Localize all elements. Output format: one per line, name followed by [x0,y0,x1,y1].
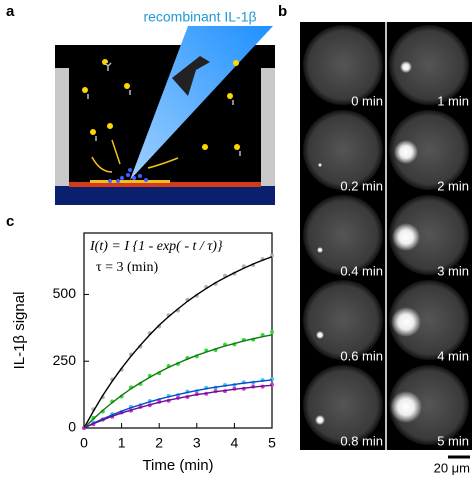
x-tick-label: 0 [80,435,88,451]
frame-label: 0.8 min [340,433,383,448]
x-axis-label: Time (min) [142,457,213,474]
y-tick-label: 500 [53,285,77,301]
tau: τ = 3 (min) [96,260,158,275]
spot [394,140,418,164]
frame-label: 0 min [351,93,383,108]
equation: I(t) = I {1 - exp( - t / τ)} [89,239,223,254]
cell [389,365,469,445]
spot [390,391,422,423]
fit-line [83,384,273,429]
x-tick-label: 1 [118,435,126,451]
frame-label: 0.4 min [340,263,383,278]
panel-label: b [278,3,287,20]
scale-label: 20 μm [434,460,470,475]
cell [389,195,469,275]
frame-label: 5 min [437,433,469,448]
schematic: recombinant IL-1β [55,9,275,205]
cell [303,195,383,275]
caption: recombinant IL-1β [143,9,256,25]
data-point [270,329,274,334]
fit-line [83,379,273,429]
frame-label: 3 min [437,263,469,278]
cell [303,365,383,445]
spot [317,247,323,253]
fit-line [83,334,273,429]
spot [392,223,420,251]
panel-label: a [6,3,15,20]
spot [400,61,412,73]
frame-label: 0.2 min [340,178,383,193]
fit-line [83,256,273,429]
x-tick-label: 3 [193,435,201,451]
panel-label: c [6,213,14,230]
y-axis-label: IL-1β signal [11,292,28,370]
frame-label: 4 min [437,348,469,363]
x-tick-label: 5 [268,435,276,451]
frame-label: 2 min [437,178,469,193]
x-tick-label: 2 [155,435,163,451]
cell [389,280,469,360]
micrographs: 0 min 0.2 min 0.4 min 0.6 min 0.8 min 1 min 2 … [300,22,472,450]
frame-label: 1 min [437,93,469,108]
chart: 0 250 500 0 1 2 3 4 5 Time (min) IL-1β signal I(t) … [11,232,276,474]
spot [318,163,322,167]
cell [389,110,469,190]
frame-label: 0.6 min [340,348,383,363]
cell [303,110,383,190]
y-tick-label: 250 [53,352,77,368]
cell [303,280,383,360]
cell [389,25,469,105]
cell [303,25,383,105]
y-tick-label: 0 [68,419,76,435]
x-tick-label: 4 [231,435,239,451]
spot [316,331,324,339]
spot [315,415,325,425]
spot [391,307,421,337]
